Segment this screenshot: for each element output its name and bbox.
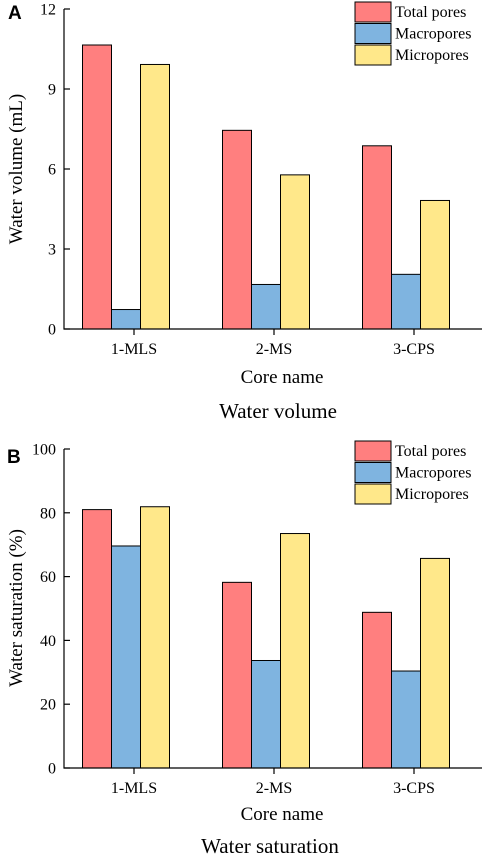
y-tick-label: 9 bbox=[48, 82, 56, 99]
y-tick-label: 0 bbox=[48, 761, 56, 778]
x-tick-label: 3-CPS bbox=[393, 780, 435, 797]
a-y-ticks: 0 3 6 9 12 bbox=[40, 2, 70, 339]
bar-total-pores-3-cps bbox=[362, 611, 392, 769]
bar-total-pores-3-cps bbox=[362, 145, 392, 330]
bar-micropores-1-mls bbox=[140, 63, 170, 330]
bar-micropores-3-cps bbox=[420, 199, 450, 330]
chart-b: B 0 20 40 60 80 100 1-MLS 2-MS 3-CPS Water satu… bbox=[6, 440, 482, 858]
legend-label: Total pores bbox=[395, 4, 466, 21]
bar-macropores-1-mls bbox=[111, 309, 141, 330]
a-y-axis-title: Water volume (mL) bbox=[6, 94, 27, 244]
b-y-axis-title: Water saturation (%) bbox=[6, 529, 27, 687]
y-tick-label: 0 bbox=[48, 322, 56, 339]
bar-micropores-2-ms bbox=[280, 533, 310, 769]
b-legend: Total pores Macropores Micropores bbox=[354, 440, 471, 505]
bar-macropores-2-ms bbox=[251, 283, 281, 330]
x-tick-label: 3-CPS bbox=[393, 341, 435, 358]
bar-macropores-1-mls bbox=[111, 545, 141, 769]
y-tick-label: 100 bbox=[32, 442, 56, 459]
a-bars bbox=[82, 44, 450, 330]
x-tick-label: 1-MLS bbox=[111, 780, 157, 797]
legend-swatch-total-pores bbox=[354, 1, 392, 23]
bar-macropores-3-cps bbox=[391, 670, 421, 769]
legend-swatch-micropores bbox=[354, 44, 392, 66]
b-bars bbox=[82, 506, 450, 769]
bar-total-pores-1-mls bbox=[82, 509, 112, 769]
legend-label: Macropores bbox=[395, 26, 471, 43]
a-x-ticks: 1-MLS 2-MS 3-CPS bbox=[111, 329, 435, 358]
bar-total-pores-2-ms bbox=[222, 581, 252, 769]
b-y-ticks: 0 20 40 60 80 100 bbox=[32, 442, 70, 778]
legend-label: Micropores bbox=[395, 486, 469, 503]
x-tick-label: 1-MLS bbox=[111, 341, 157, 358]
y-tick-label: 20 bbox=[40, 697, 56, 714]
bar-total-pores-1-mls bbox=[82, 44, 112, 330]
legend-swatch-macropores bbox=[354, 462, 392, 483]
bar-micropores-3-cps bbox=[420, 557, 450, 769]
bar-macropores-2-ms bbox=[251, 659, 281, 769]
a-legend: Total pores Macropores Micropores bbox=[354, 1, 471, 66]
legend-swatch-total-pores bbox=[354, 440, 392, 462]
a-x-axis-title: Core name bbox=[241, 367, 324, 388]
chart-a: A 0 3 6 9 12 1-MLS 2-MS 3-CPS Water volume (mL… bbox=[6, 1, 482, 423]
legend-swatch-micropores bbox=[354, 483, 392, 505]
bar-micropores-1-mls bbox=[140, 506, 170, 769]
bar-micropores-2-ms bbox=[280, 174, 310, 330]
y-tick-label: 60 bbox=[40, 569, 56, 586]
y-tick-label: 3 bbox=[48, 242, 56, 259]
b-caption: Water saturation bbox=[201, 834, 339, 858]
b-x-ticks: 1-MLS 2-MS 3-CPS bbox=[111, 768, 435, 797]
y-tick-label: 12 bbox=[40, 2, 56, 19]
legend-label: Macropores bbox=[395, 465, 471, 482]
bar-macropores-3-cps bbox=[391, 273, 421, 330]
y-tick-label: 40 bbox=[40, 633, 56, 650]
x-tick-label: 2-MS bbox=[256, 341, 292, 358]
legend-label: Micropores bbox=[395, 47, 469, 64]
panel-letter-a: A bbox=[8, 3, 22, 24]
y-tick-label: 6 bbox=[48, 162, 56, 179]
legend-label: Total pores bbox=[395, 443, 466, 460]
y-tick-label: 80 bbox=[40, 505, 56, 522]
a-caption: Water volume bbox=[219, 399, 337, 423]
panel-letter-b: B bbox=[7, 447, 21, 468]
b-x-axis-title: Core name bbox=[241, 804, 324, 825]
legend-swatch-macropores bbox=[354, 23, 392, 44]
bar-total-pores-2-ms bbox=[222, 129, 252, 330]
x-tick-label: 2-MS bbox=[256, 780, 292, 797]
